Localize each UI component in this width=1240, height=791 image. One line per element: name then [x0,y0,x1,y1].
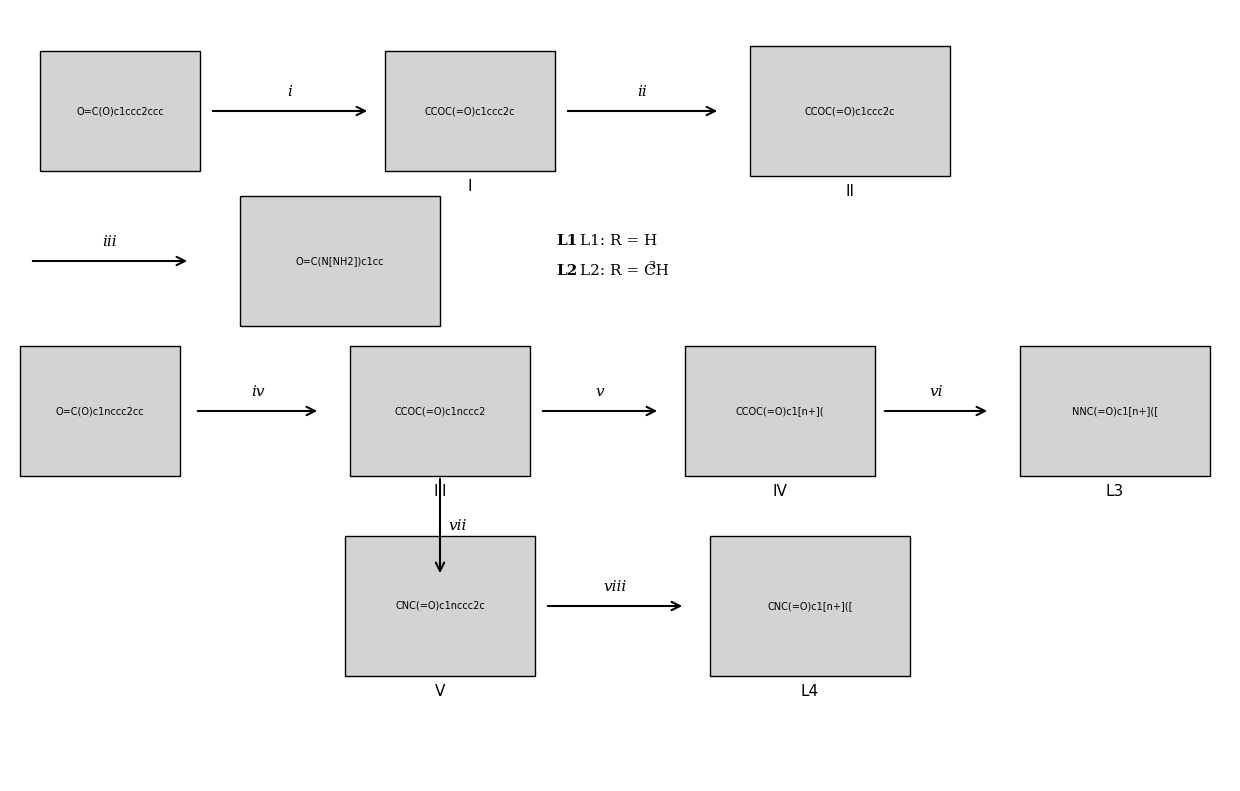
Text: I: I [467,179,472,194]
Text: L4: L4 [801,684,820,699]
Text: iii: iii [103,235,118,249]
Bar [684,346,875,476]
Text: v: v [595,385,604,399]
Text: 3: 3 [649,261,655,271]
Text: II: II [846,184,854,199]
Text: CCOC(=O)c1ccc2c: CCOC(=O)c1ccc2c [805,106,895,116]
Bar [711,536,910,676]
Text: CNC(=O)c1nccc2c: CNC(=O)c1nccc2c [396,601,485,611]
Text: V: V [435,684,445,699]
Text: O=C(N[NH2])c1cc: O=C(N[NH2])c1cc [296,256,384,266]
Text: iv: iv [250,385,264,399]
Text: L1: L1 [557,234,578,248]
Bar [241,196,440,326]
Text: III: III [433,484,446,499]
Text: vi: vi [929,385,942,399]
Bar [350,346,529,476]
Bar [345,536,534,676]
Text: CCOC(=O)c1[n+](: CCOC(=O)c1[n+]( [735,406,825,416]
Text: vii: vii [448,519,466,533]
Text: O=C(O)c1nccc2cc: O=C(O)c1nccc2cc [56,406,144,416]
Text: i: i [288,85,293,99]
Text: O=C(O)c1ccc2ccc: O=C(O)c1ccc2ccc [76,106,164,116]
Text: CCOC(=O)c1nccc2: CCOC(=O)c1nccc2 [394,406,486,416]
Text: L3: L3 [1106,484,1125,499]
Text: L2: R = CH: L2: R = CH [580,264,668,278]
Text: ii: ii [637,85,647,99]
Text: viii: viii [604,580,626,594]
Bar [384,51,556,171]
Text: NNC(=O)c1[n+]([: NNC(=O)c1[n+]([ [1071,406,1158,416]
Bar [40,51,200,171]
Text: IV: IV [773,484,787,499]
Text: L2: L2 [557,264,578,278]
Text: L1: R = H: L1: R = H [580,234,657,248]
Text: CCOC(=O)c1ccc2c: CCOC(=O)c1ccc2c [425,106,516,116]
Bar [20,346,180,476]
Bar [750,46,950,176]
Text: CNC(=O)c1[n+]([: CNC(=O)c1[n+]([ [768,601,853,611]
Bar [1021,346,1210,476]
